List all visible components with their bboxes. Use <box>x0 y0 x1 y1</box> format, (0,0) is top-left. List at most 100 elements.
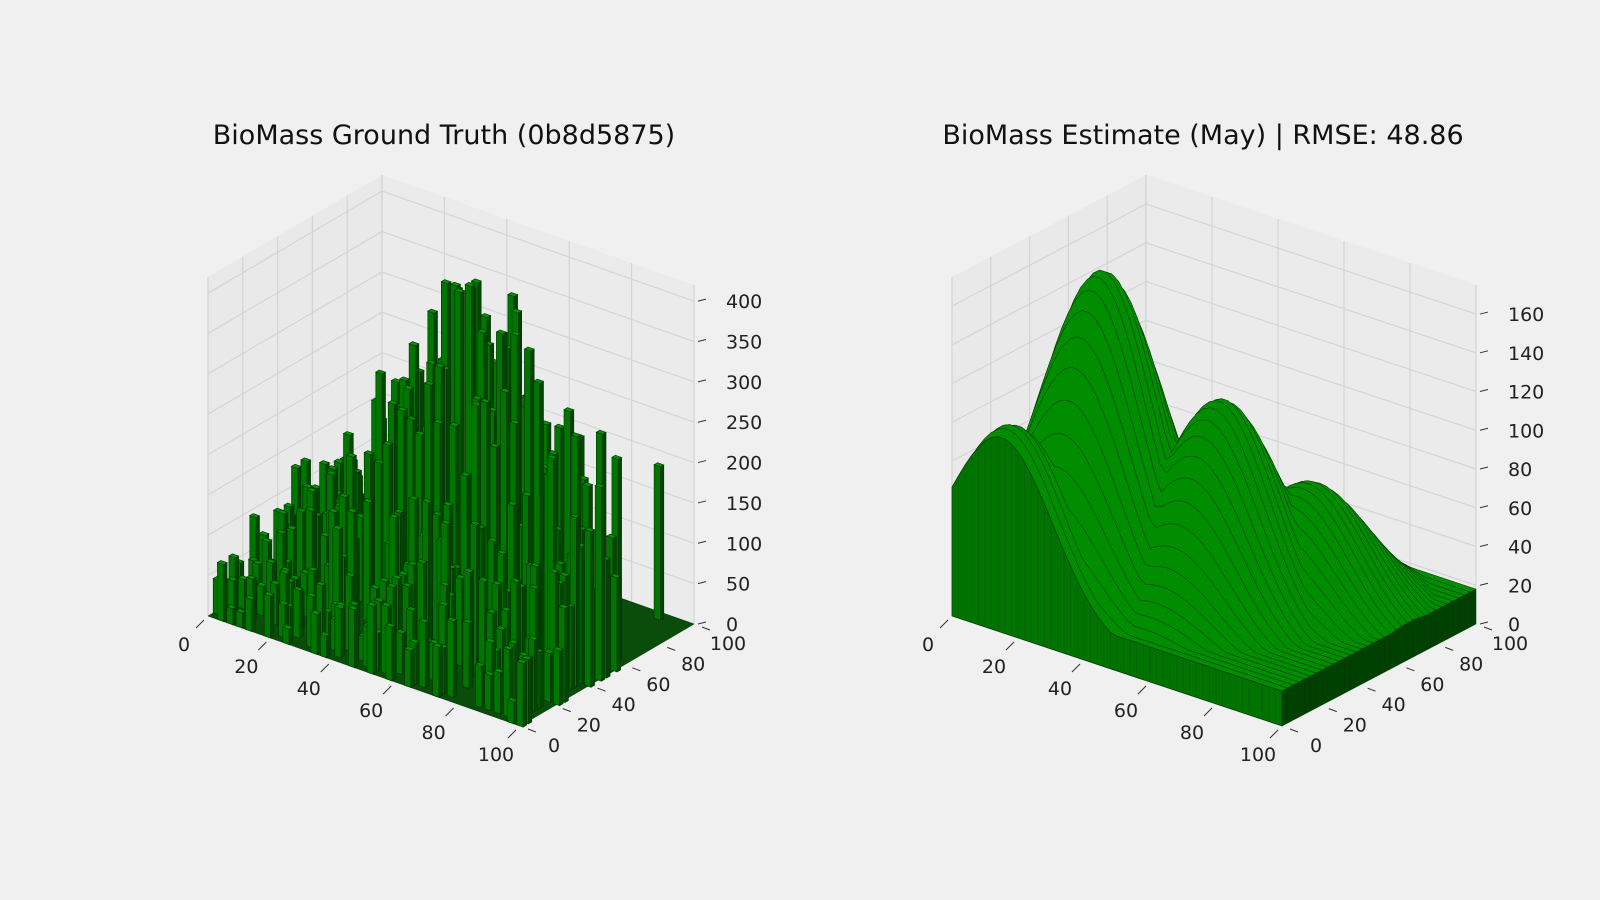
surface-right <box>1373 639 1380 679</box>
x-tick-label: 0 <box>922 634 934 656</box>
bar-304 <box>310 609 322 656</box>
bar-298 <box>216 560 228 623</box>
grid-z <box>951 319 1477 431</box>
z-tick-mark <box>1479 389 1489 393</box>
surface-right <box>1418 615 1425 655</box>
z-tick-label: 350 <box>726 332 762 354</box>
bar-309 <box>403 646 416 689</box>
z-tick-mark <box>697 419 707 423</box>
y-tick-mark <box>1445 646 1454 651</box>
bar-292 <box>446 617 458 699</box>
surface-right <box>1378 636 1385 676</box>
bar-93 <box>594 483 606 682</box>
grid-z <box>951 242 1477 354</box>
z-tick-label: 0 <box>1508 614 1520 636</box>
surface-right <box>1458 594 1465 634</box>
surface-right <box>1298 678 1306 718</box>
y-tick-mark <box>632 667 641 672</box>
x-tick-mark <box>195 619 205 629</box>
x-tick-mark <box>939 619 949 629</box>
surface-right <box>1424 612 1431 652</box>
bar-290 <box>418 618 430 689</box>
bar-312 <box>516 658 528 728</box>
x-tick-mark <box>445 707 454 717</box>
surface-right <box>1281 687 1288 727</box>
bar-285 <box>334 604 346 659</box>
bar-278 <box>395 629 407 676</box>
z-tick-label: 50 <box>726 574 750 596</box>
surface-right <box>1338 657 1346 697</box>
surface-right <box>1327 663 1334 703</box>
grid-z <box>207 351 695 464</box>
bar-272 <box>292 586 304 640</box>
z-tick-mark <box>697 540 707 544</box>
surface-right <box>1310 672 1317 712</box>
z-tick-label: 300 <box>726 372 762 394</box>
bar-294 <box>483 671 496 712</box>
z-tick-mark <box>1479 621 1489 625</box>
bars-estimate <box>951 269 1477 727</box>
surface-right <box>1361 645 1368 685</box>
x-tick-mark <box>382 685 392 695</box>
z-tick-mark <box>1479 505 1489 509</box>
x-tick-label: 20 <box>982 656 1006 678</box>
z-tick-mark <box>1479 350 1489 354</box>
x-tick-label: 0 <box>178 634 190 656</box>
y-tick-mark <box>527 728 537 733</box>
bar-42 <box>610 573 622 673</box>
surface-right <box>1452 597 1460 637</box>
bar-305 <box>319 631 331 659</box>
x-tick-mark <box>258 641 267 651</box>
surface-strip-0 <box>951 428 1289 727</box>
x-tick-mark <box>1005 641 1015 651</box>
x-tick-mark <box>1137 685 1147 695</box>
y-tick-mark <box>1289 728 1299 733</box>
y-tick-mark <box>701 626 711 631</box>
z-tick-label: 100 <box>1508 420 1544 442</box>
surface-right <box>1355 648 1363 688</box>
surface-right <box>1441 603 1448 643</box>
bar-299 <box>225 604 238 626</box>
z-tick-label: 60 <box>1508 498 1532 520</box>
bar-207 <box>552 646 564 707</box>
bar-293 <box>474 661 486 709</box>
bar-100 <box>373 459 386 609</box>
z-tick-label: 140 <box>1508 343 1544 365</box>
z-tick-mark <box>1479 466 1489 470</box>
z-tick-mark <box>697 379 707 383</box>
surface-right <box>1395 625 1403 667</box>
z-tick-label: 250 <box>726 412 762 434</box>
surface-right <box>1287 684 1294 724</box>
y-tick-label: 0 <box>1310 735 1322 757</box>
z-tick-label: 100 <box>726 533 762 555</box>
surface-right <box>1344 654 1351 694</box>
y-tick-label: 40 <box>1382 694 1406 716</box>
y-tick-mark <box>1367 687 1376 692</box>
surface-right <box>1412 617 1420 658</box>
x-tick-mark <box>1203 707 1213 717</box>
y-tick-mark <box>667 646 676 651</box>
bar-303 <box>282 624 294 646</box>
z-tick-mark <box>697 339 707 342</box>
chart-title-estimate: BioMass Estimate (May) | RMSE: 48.86 <box>942 120 1464 151</box>
z-tick-mark <box>1479 311 1489 315</box>
y-tick-label: 0 <box>548 735 560 757</box>
y-tick-mark <box>597 687 606 692</box>
z-tick-label: 0 <box>726 614 738 636</box>
y-tick-mark <box>1483 626 1493 631</box>
bar-206 <box>543 649 555 703</box>
surface-right <box>1470 588 1477 628</box>
chart-title-ground-truth: BioMass Ground Truth (0b8d5875) <box>212 120 676 151</box>
surface-right <box>1350 651 1357 691</box>
x-tick-label: 40 <box>297 678 321 700</box>
x-tick-mark <box>320 663 330 673</box>
grid-z <box>207 190 695 302</box>
bar-306 <box>347 605 359 669</box>
y-tick-label: 80 <box>681 653 705 675</box>
grid-z <box>207 271 695 383</box>
x-tick-label: 20 <box>234 656 258 678</box>
y-tick-mark <box>1328 708 1337 713</box>
